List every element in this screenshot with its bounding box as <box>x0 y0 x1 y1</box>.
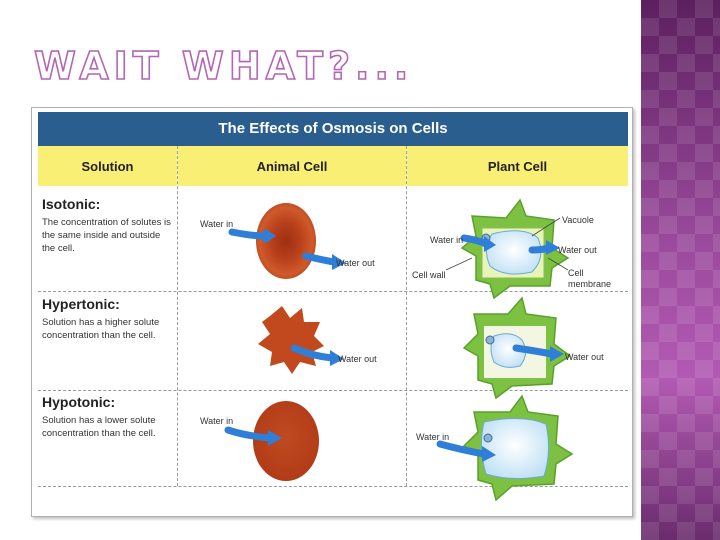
label-water-out: Water out <box>336 258 375 268</box>
row-divider <box>38 291 628 292</box>
row-isotonic: Isotonic: The concentration of solutes i… <box>42 196 174 255</box>
row-divider <box>38 486 628 487</box>
water-in-arrow <box>224 426 274 442</box>
red-blood-cell-isotonic <box>256 203 316 279</box>
row-description: The concentration of solutes is the same… <box>42 217 171 254</box>
swollen-red-cell-hypotonic <box>253 401 319 481</box>
label-water-in: Water in <box>200 219 234 229</box>
column-divider <box>406 146 407 486</box>
swollen-vacuole <box>480 418 550 480</box>
water-out-arrow <box>302 252 338 266</box>
water-in-arrow <box>228 228 268 240</box>
label-cell-wall: Cell wall <box>412 270 446 280</box>
row-title: Hypertonic: <box>42 296 120 312</box>
label-water-in: Water in <box>430 235 464 245</box>
decorative-side-strip <box>641 0 720 540</box>
water-out-arrow <box>290 344 336 362</box>
header-animal-cell: Animal Cell <box>178 146 406 186</box>
label-water-out: Water out <box>565 352 604 362</box>
label-water-out: Water out <box>338 354 377 364</box>
shrunken-vacuole <box>490 333 526 368</box>
label-cell-membrane: Cell membrane <box>568 268 612 289</box>
osmosis-figure: The Effects of Osmosis on Cells Solution… <box>31 107 633 517</box>
row-divider <box>38 390 628 391</box>
figure-title: The Effects of Osmosis on Cells <box>38 112 628 146</box>
cell-illustrations <box>224 198 574 502</box>
row-title: Hypotonic: <box>42 394 116 410</box>
slide-title: WAIT WHAT?... <box>33 43 414 89</box>
row-hypertonic: Hypertonic: Solution has a higher solute… <box>42 296 174 342</box>
header-plant-cell: Plant Cell <box>407 146 628 186</box>
row-description: Solution has a higher solute concentrati… <box>42 317 160 341</box>
row-hypotonic: Hypotonic: Solution has a lower solute c… <box>42 394 174 440</box>
label-water-in: Water in <box>200 416 234 426</box>
row-description: Solution has a lower solute concentratio… <box>42 415 156 439</box>
shriveled-red-cell-hypertonic <box>258 306 324 374</box>
label-water-in: Water in <box>416 432 450 442</box>
row-title: Isotonic: <box>42 196 101 212</box>
label-vacuole: Vacuole <box>562 215 594 225</box>
label-water-out: Water out <box>558 245 597 255</box>
column-divider <box>177 146 178 486</box>
vacuole <box>486 230 542 275</box>
header-solution: Solution <box>38 146 177 186</box>
